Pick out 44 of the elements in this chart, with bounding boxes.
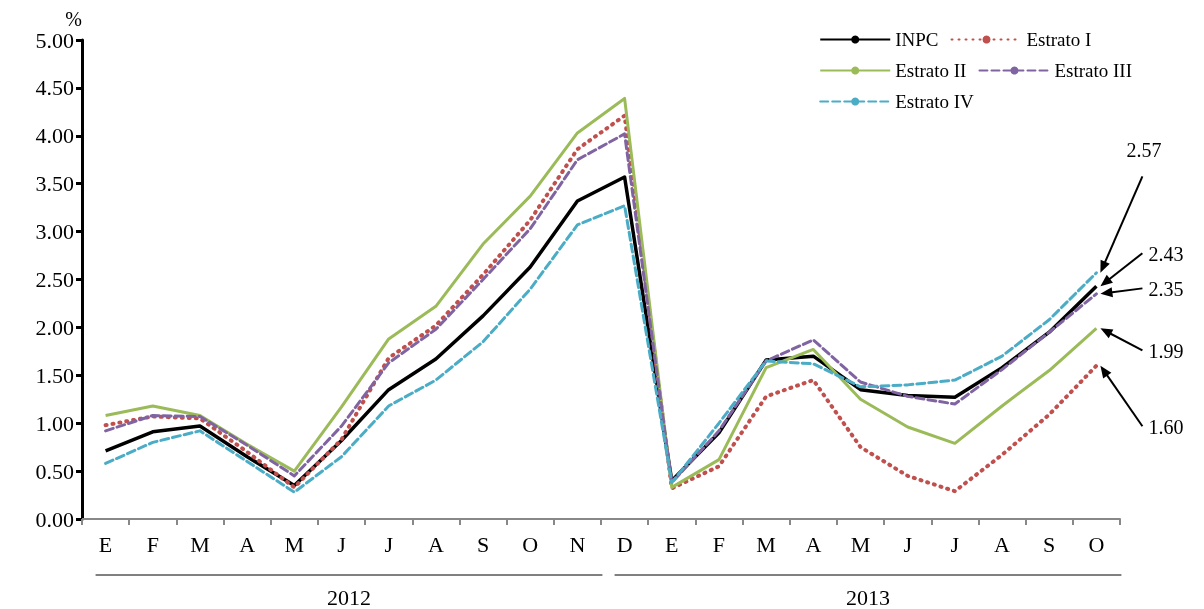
y-tick-label: 3.50 [35, 171, 74, 197]
y-tick-label: 3.00 [35, 219, 74, 245]
legend-label: INPC [895, 29, 939, 50]
x-tick-label: J [903, 531, 913, 557]
text: 2.43 [1148, 243, 1184, 266]
x-tick-label: S [1043, 531, 1056, 557]
x-tick-label: E [665, 531, 679, 557]
x-tick-label: E [98, 531, 113, 557]
y-tick-label: 0.50 [35, 458, 74, 484]
legend-label: Estrato III [1054, 60, 1133, 81]
x-tick-label: A [994, 531, 1011, 557]
x-tick-label: M [190, 531, 210, 557]
y-tick-label: 4.00 [35, 123, 74, 149]
y-tick-label: 0.00 [35, 506, 74, 532]
x-tick-label: O [522, 531, 539, 557]
x-tick-label: D [616, 531, 633, 557]
x-tick-label: A [805, 531, 822, 557]
legend-label: Estrato IV [895, 91, 975, 112]
x-tick-label: J [384, 531, 394, 557]
x-tick-label: M [850, 531, 871, 557]
x-tick-label: O [1088, 531, 1105, 557]
x-tick-label: M [756, 531, 776, 557]
text: 2.35 [1148, 278, 1184, 301]
x-tick-label: A [427, 531, 444, 557]
text: 2.57 [1126, 139, 1162, 162]
y-tick-label: 2.50 [35, 267, 74, 292]
x-tick-label: N [569, 531, 586, 557]
text: 2012 [327, 585, 371, 609]
x-tick-label: J [950, 531, 960, 557]
text: 2013 [846, 585, 890, 609]
y-tick-label: 1.00 [35, 410, 74, 436]
x-tick-label: M [284, 531, 305, 557]
legend-label: Estrato II [895, 60, 967, 81]
y-tick-label: 1.50 [35, 362, 74, 388]
text: 1.60 [1148, 416, 1184, 439]
y-tick-label: 2.00 [35, 314, 74, 340]
x-tick-label: S [476, 531, 490, 557]
x-tick-label: A [239, 531, 256, 557]
legend-label: Estrato I [1026, 29, 1092, 50]
x-tick-label: F [712, 531, 726, 557]
x-tick-label: J [337, 531, 347, 557]
x-tick-label: F [146, 531, 159, 557]
y-tick-label: 4.50 [35, 75, 74, 101]
text: 1.99 [1148, 340, 1184, 363]
